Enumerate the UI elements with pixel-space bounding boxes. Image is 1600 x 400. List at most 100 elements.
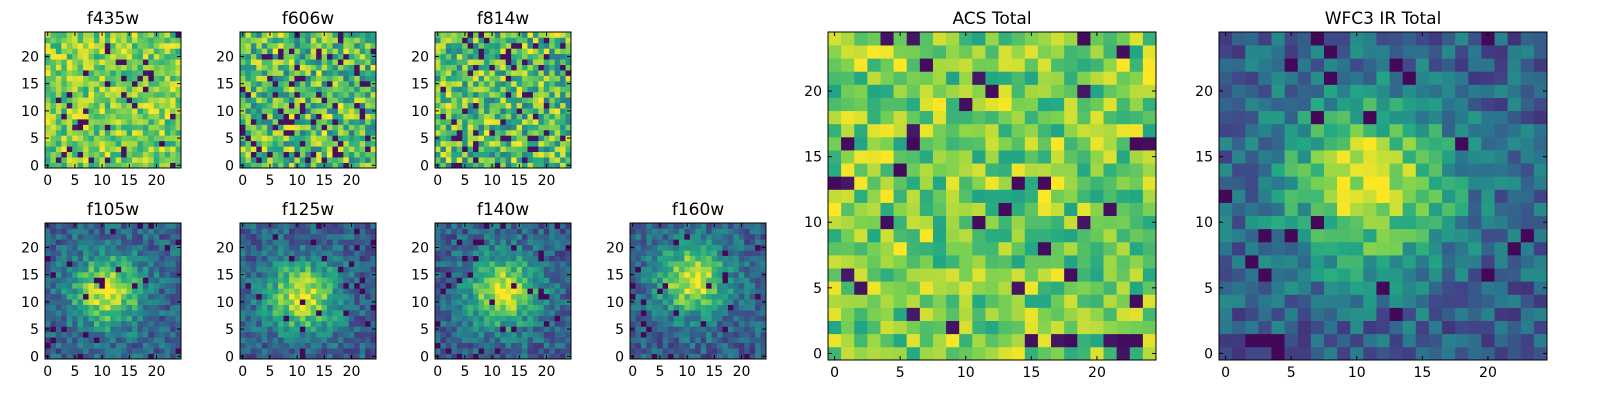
- heatmap-cell: [722, 250, 729, 256]
- x-tick-label: 10: [288, 173, 306, 189]
- heatmap-cell: [445, 250, 452, 256]
- heatmap-cell: [88, 91, 95, 98]
- heatmap-cell: [354, 102, 361, 109]
- heatmap-cell: [565, 277, 572, 284]
- heatmap-cell: [148, 124, 155, 131]
- heatmap-cell: [50, 348, 57, 354]
- heatmap-cell: [722, 239, 729, 246]
- heatmap-cell: [527, 151, 534, 158]
- heatmap-cell: [261, 86, 268, 93]
- heatmap-cell: [749, 228, 756, 235]
- heatmap-cell: [440, 337, 447, 344]
- heatmap-cell: [50, 228, 57, 235]
- heatmap-cell: [538, 310, 545, 316]
- heatmap-cell: [440, 97, 447, 104]
- heatmap-cell: [294, 228, 301, 235]
- heatmap-cell: [657, 304, 663, 311]
- heatmap-cell: [668, 299, 674, 305]
- heatmap-cell: [359, 59, 366, 65]
- heatmap-cell: [646, 255, 653, 262]
- heatmap-cell: [370, 91, 377, 98]
- heatmap-cell: [343, 108, 350, 114]
- heatmap-cell: [153, 129, 160, 136]
- heatmap-cell: [288, 140, 295, 147]
- heatmap-cell: [159, 288, 166, 295]
- heatmap-cell: [272, 91, 279, 98]
- heatmap-cell: [240, 146, 246, 153]
- heatmap-cell: [267, 342, 273, 349]
- x-tick-label: 20: [343, 364, 361, 380]
- heatmap-cell: [549, 108, 556, 114]
- heatmap-cell: [126, 293, 133, 300]
- heatmap-cell: [121, 97, 127, 104]
- heatmap-cell: [1129, 255, 1144, 269]
- heatmap-cell: [456, 97, 463, 104]
- heatmap-cell: [93, 48, 100, 55]
- heatmap-cell: [283, 119, 290, 125]
- heatmap-cell: [494, 342, 501, 349]
- heatmap-cell: [456, 80, 463, 87]
- heatmap-cell: [272, 157, 279, 163]
- heatmap-cell: [267, 157, 273, 163]
- heatmap-cell: [159, 293, 166, 300]
- heatmap-cell: [159, 233, 166, 240]
- heatmap-cell: [1037, 202, 1052, 217]
- heatmap-cell: [565, 233, 572, 240]
- heatmap-cell: [61, 266, 68, 273]
- heatmap-cell: [1011, 307, 1026, 321]
- heatmap-cell: [700, 337, 707, 344]
- heatmap-cell: [283, 42, 290, 49]
- heatmap-cell: [370, 239, 377, 246]
- heatmap-cell: [240, 151, 246, 158]
- heatmap-cell: [104, 342, 111, 349]
- heatmap-cell: [267, 277, 273, 284]
- heatmap-cell: [522, 223, 528, 229]
- heatmap-cell: [1064, 333, 1078, 348]
- heatmap-cell: [527, 239, 534, 246]
- heatmap-cell: [662, 277, 669, 284]
- heatmap-cell: [93, 59, 100, 65]
- heatmap-cell: [126, 310, 133, 316]
- y-tick-label: 5: [30, 322, 39, 338]
- heatmap-cell: [630, 261, 636, 267]
- heatmap-cell: [332, 80, 339, 87]
- heatmap-cell: [494, 86, 501, 93]
- heatmap-cell: [337, 271, 344, 278]
- heatmap-cell: [170, 223, 176, 229]
- heatmap-cell: [343, 86, 350, 93]
- heatmap-cell: [283, 271, 290, 278]
- heatmap-cell: [359, 331, 366, 338]
- heatmap-cell: [483, 255, 490, 262]
- heatmap-cell: [972, 202, 986, 217]
- heatmap-cell: [749, 266, 756, 273]
- heatmap-cell: [640, 239, 647, 246]
- heatmap-cell: [354, 64, 361, 71]
- heatmap-cell: [478, 108, 485, 114]
- heatmap-cell: [354, 86, 361, 93]
- heatmap-cell: [256, 315, 263, 322]
- heatmap-cell: [489, 86, 496, 93]
- heatmap-cell: [299, 108, 306, 114]
- heatmap-cell: [867, 255, 881, 269]
- heatmap-cell: [494, 59, 501, 65]
- heatmap-cell: [159, 320, 166, 327]
- heatmap-cell: [359, 162, 366, 169]
- heatmap-cell: [321, 37, 328, 44]
- heatmap-cell: [527, 320, 534, 327]
- heatmap-cell: [678, 288, 685, 295]
- heatmap-cell: [489, 124, 496, 131]
- heatmap-cell: [142, 288, 149, 295]
- heatmap-cell: [294, 146, 301, 153]
- heatmap-cell: [673, 310, 680, 316]
- heatmap-cell: [93, 288, 100, 295]
- heatmap-cell: [711, 342, 718, 349]
- heatmap-cell: [153, 239, 160, 246]
- heatmap-cell: [55, 331, 62, 338]
- heatmap-cell: [673, 326, 680, 333]
- heatmap-cell: [560, 266, 566, 273]
- heatmap-cell: [159, 348, 166, 354]
- heatmap-cell: [305, 315, 312, 322]
- heatmap-cell: [159, 266, 166, 273]
- heatmap-cell: [110, 119, 117, 125]
